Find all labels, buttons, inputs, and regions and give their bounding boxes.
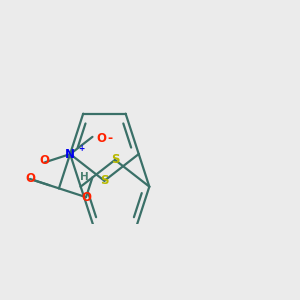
Text: -: - [108,132,113,145]
Text: +: + [79,144,85,153]
Text: O: O [96,132,106,145]
Text: O: O [25,172,35,185]
Text: H: H [80,172,89,182]
Text: O: O [40,154,50,167]
Text: O: O [81,191,91,204]
Text: S: S [100,174,109,187]
Text: S: S [111,153,119,167]
Text: N: N [65,148,75,160]
